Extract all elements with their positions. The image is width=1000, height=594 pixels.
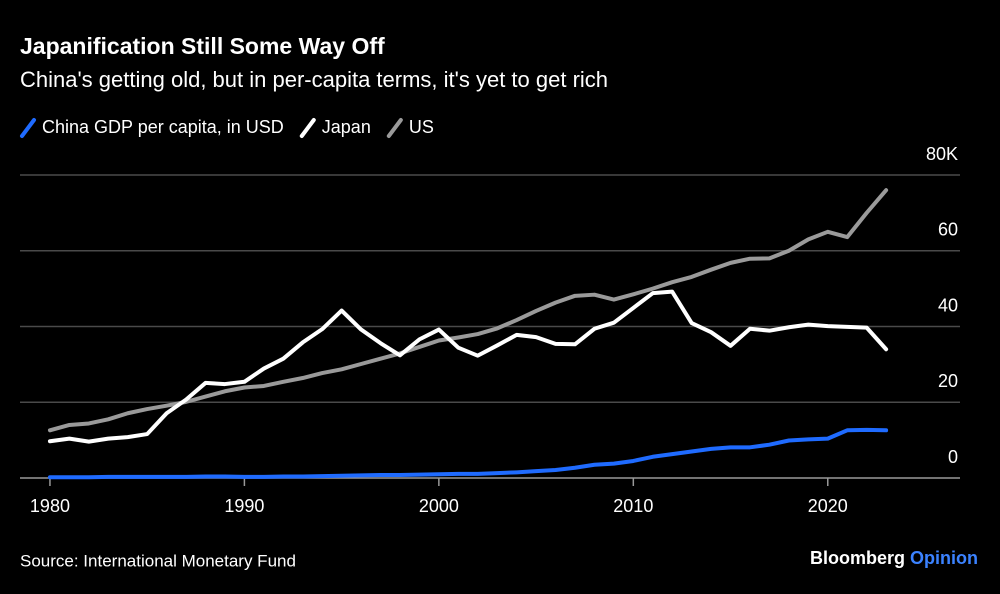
brand-name: Bloomberg [810, 548, 905, 568]
legend-swatch [20, 118, 36, 138]
legend-label: China GDP per capita, in USD [42, 117, 284, 137]
legend-swatch [299, 118, 316, 138]
source: Source: International Monetary Fund [20, 551, 296, 570]
brand-suffix: Opinion [910, 548, 978, 568]
legend-label: US [409, 117, 434, 137]
x-tick-label: 2000 [419, 496, 459, 516]
x-tick-label: 1980 [30, 496, 70, 516]
y-tick-label: 20 [938, 371, 958, 391]
y-tick-label: 0 [948, 447, 958, 467]
chart-title: Japanification Still Some Way Off [20, 33, 385, 59]
x-tick-label: 2010 [613, 496, 653, 516]
x-tick-label: 2020 [808, 496, 848, 516]
y-tick-label: 80K [926, 144, 958, 164]
brand: Bloomberg Opinion [810, 548, 978, 568]
series-line [47, 289, 889, 444]
chart-subtitle: China's getting old, but in per-capita t… [20, 67, 608, 92]
legend-swatch [386, 118, 403, 138]
series-line [47, 427, 889, 480]
x-tick-label: 1990 [224, 496, 264, 516]
y-tick-label: 40 [938, 295, 958, 315]
series-line [47, 188, 889, 433]
y-tick-label: 60 [938, 220, 958, 240]
legend-label: Japan [322, 117, 371, 137]
